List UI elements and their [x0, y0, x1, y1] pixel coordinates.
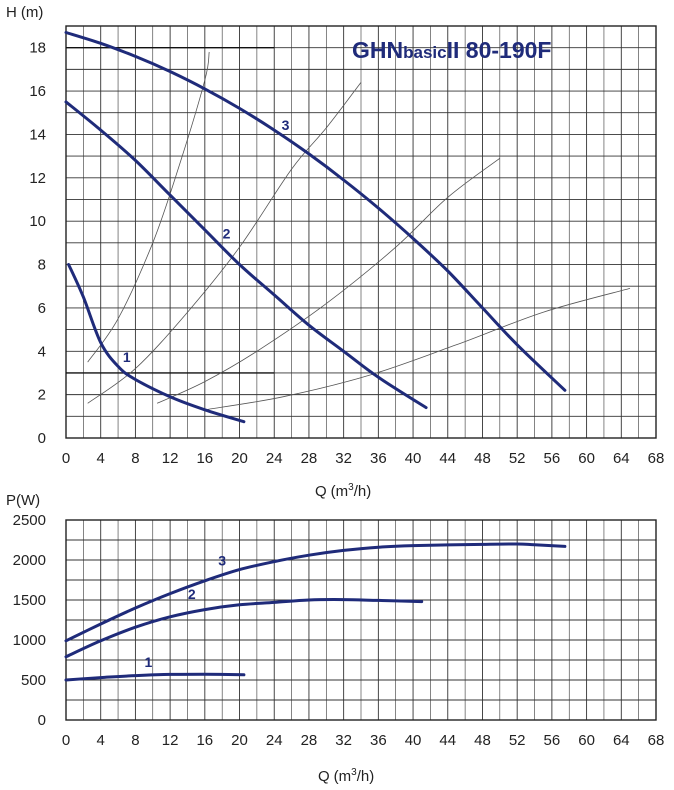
power-curve-label-2: 2: [188, 586, 196, 602]
power-x-tick-label: 28: [301, 732, 318, 749]
power-x-tick-label: 0: [62, 732, 70, 749]
head-curve-3: [64, 31, 567, 392]
head-curve-2: [64, 100, 428, 410]
system-curve: [87, 51, 210, 363]
head-x-tick-label: 12: [162, 450, 179, 467]
power-x-tick-label: 20: [231, 732, 248, 749]
head-x-tick-label: 0: [62, 450, 70, 467]
power-x-tick-label: 24: [266, 732, 283, 749]
head-x-tick-label: 52: [509, 450, 526, 467]
system-curve: [204, 288, 631, 411]
head-x-tick-label: 24: [266, 450, 283, 467]
power-x-tick-label: 48: [474, 732, 491, 749]
head-y-tick-label: 18: [29, 40, 46, 57]
power-x-tick-label: 4: [97, 732, 105, 749]
head-x-tick-label: 56: [544, 450, 561, 467]
head-series: 1 2 3: [64, 31, 567, 424]
head-x-tick-label: 44: [439, 450, 456, 467]
head-y-tick-label: 14: [29, 126, 46, 143]
head-y-tick-label: 4: [38, 343, 46, 360]
power-y-tick-label: 0: [38, 712, 46, 729]
head-tick-labels: 0 4 8 12 16 20 24 28 32 36 40 44 48 52 56 60 64 680246810…: [29, 40, 664, 467]
head-chart: 123 0 4 8 12 16 20 24 28 32 36 40 44 48 52 56 60 64 68024…: [6, 4, 664, 500]
head-y-tick-label: 0: [38, 430, 46, 447]
power-y-tick-label: 500: [21, 672, 46, 689]
power-curve-label-1: 1: [145, 654, 153, 670]
head-y-tick-label: 16: [29, 83, 46, 100]
power-curve-3: [64, 542, 567, 643]
head-x-tick-label: 4: [97, 450, 105, 467]
power-series: 1 2 3: [64, 542, 567, 682]
power-chart: 123 0 4 8 12 16 20 24 28 32 36 40 44 48 52 56 60 64 68050…: [6, 492, 664, 785]
power-x-label: Q (m3/h): [318, 767, 374, 785]
head-x-tick-label: 36: [370, 450, 387, 467]
power-x-tick-label: 36: [370, 732, 387, 749]
power-y-label: P(W): [6, 492, 40, 509]
power-curve-1: [64, 672, 246, 682]
head-x-tick-label: 32: [335, 450, 352, 467]
head-curve-label-1: 1: [123, 349, 131, 365]
power-x-tick-label: 32: [335, 732, 352, 749]
head-x-tick-label: 64: [613, 450, 630, 467]
head-curve-label-3: 3: [282, 117, 290, 133]
power-x-tick-label: 8: [131, 732, 139, 749]
power-tick-labels: 0 4 8 12 16 20 24 28 32 36 40 44 48 52 56 60 64 680500100…: [13, 512, 665, 749]
head-x-tick-label: 68: [648, 450, 665, 467]
head-x-tick-label: 28: [301, 450, 318, 467]
head-curve-label-2: 2: [223, 226, 231, 242]
system-curves: [87, 51, 631, 411]
system-curve: [87, 82, 362, 404]
power-y-tick-label: 2500: [13, 512, 46, 529]
head-y-label: H (m): [6, 4, 43, 21]
power-y-tick-label: 2000: [13, 552, 46, 569]
head-x-tick-label: 40: [405, 450, 422, 467]
head-x-tick-label: 60: [578, 450, 595, 467]
head-x-tick-label: 20: [231, 450, 248, 467]
power-x-tick-label: 64: [613, 732, 630, 749]
head-x-tick-label: 16: [196, 450, 213, 467]
power-x-tick-label: 40: [405, 732, 422, 749]
head-y-tick-label: 8: [38, 257, 46, 274]
head-y-tick-label: 2: [38, 387, 46, 404]
head-y-tick-label: 6: [38, 300, 46, 317]
power-x-tick-label: 56: [544, 732, 561, 749]
system-curve: [156, 157, 501, 404]
head-x-tick-label: 8: [131, 450, 139, 467]
power-x-tick-label: 44: [439, 732, 456, 749]
power-frame: [65, 519, 657, 721]
power-x-tick-label: 12: [162, 732, 179, 749]
power-x-tick-label: 52: [509, 732, 526, 749]
head-y-tick-label: 10: [29, 213, 46, 230]
power-curve-2: [64, 598, 424, 659]
head-curve-1: [67, 263, 246, 424]
head-y-tick-label: 12: [29, 170, 46, 187]
power-x-tick-label: 68: [648, 732, 665, 749]
power-y-tick-label: 1000: [13, 632, 46, 649]
head-frame: [65, 25, 657, 439]
head-x-tick-label: 48: [474, 450, 491, 467]
power-x-tick-label: 16: [196, 732, 213, 749]
power-curve-label-3: 3: [218, 553, 226, 569]
head-grid: [65, 25, 657, 439]
head-x-label: Q (m3/h): [315, 482, 371, 500]
chart-title: GHNbasicII 80-190F: [352, 37, 551, 63]
power-x-tick-label: 60: [578, 732, 595, 749]
power-y-tick-label: 1500: [13, 592, 46, 609]
